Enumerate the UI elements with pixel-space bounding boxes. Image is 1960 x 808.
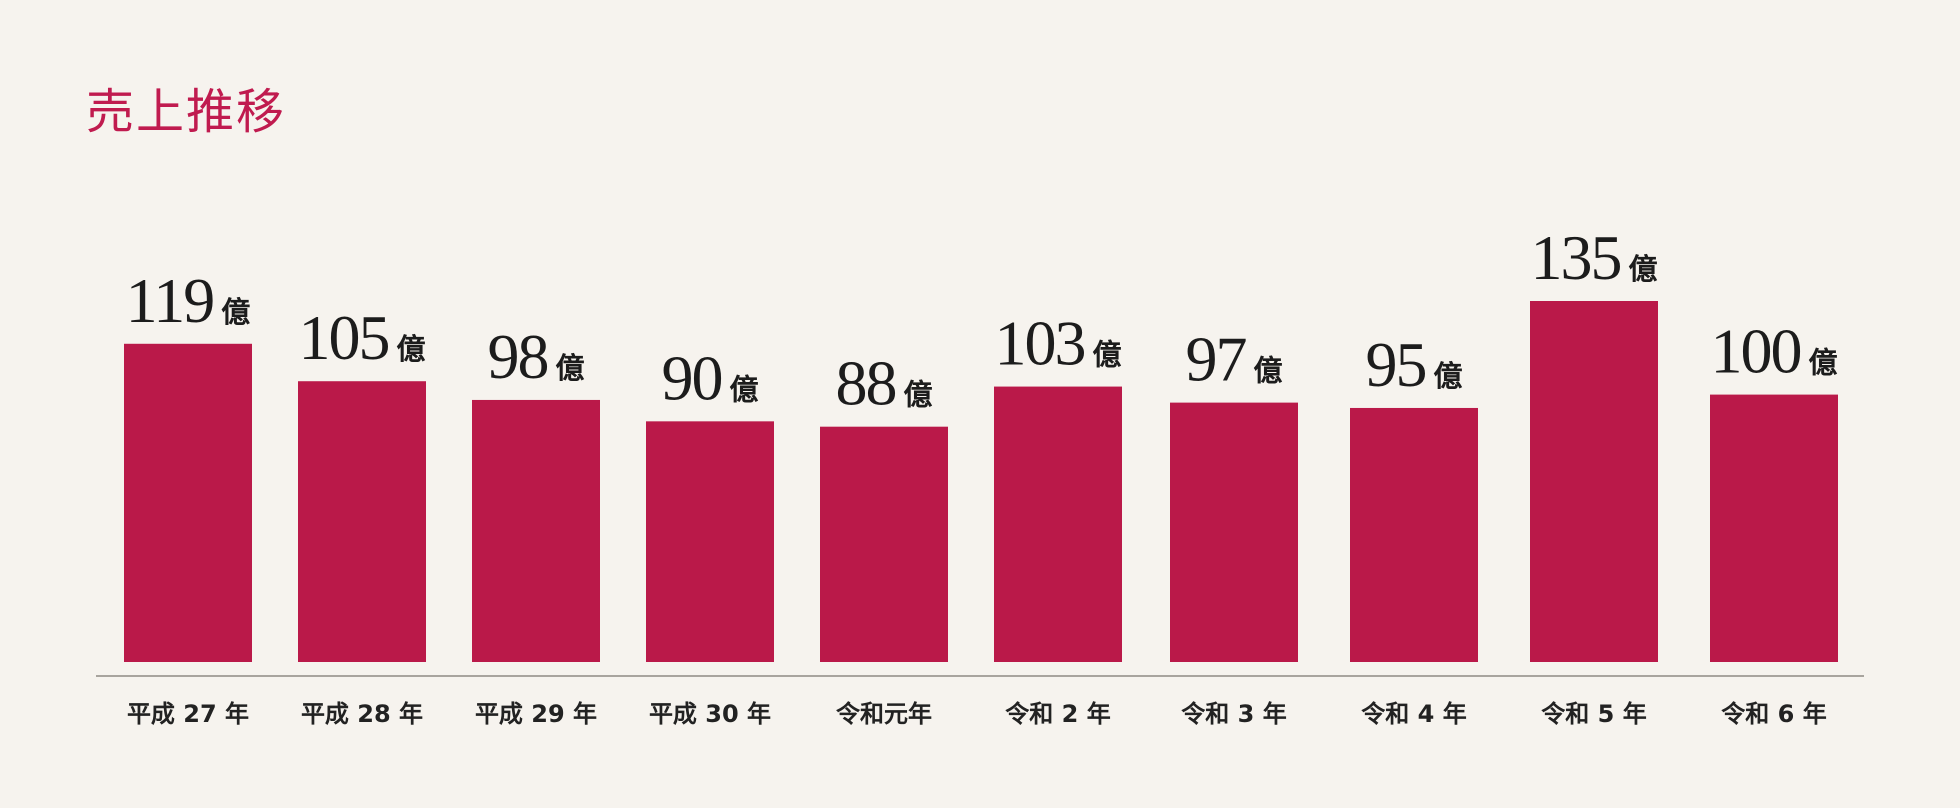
value-number: 98 <box>487 321 547 392</box>
value-label-6: 97 億 <box>1185 324 1282 395</box>
category-label-4: 令和元年 <box>836 700 932 728</box>
bar-8 <box>1530 301 1658 662</box>
value-label-8: 135 億 <box>1530 222 1657 293</box>
value-label-0: 119 億 <box>126 265 251 336</box>
value-label-1: 105 億 <box>298 302 425 373</box>
category-label-1: 平成 28 年 <box>301 700 423 728</box>
category-label-2: 平成 29 年 <box>475 700 597 728</box>
value-number: 103 <box>994 308 1084 379</box>
bar-0 <box>124 343 252 662</box>
value-number: 135 <box>1530 222 1620 293</box>
bar-4 <box>820 426 948 662</box>
value-unit: 億 <box>1092 338 1121 372</box>
chart-title: 売上推移 <box>86 84 287 140</box>
category-label-5: 令和 2 年 <box>1005 700 1110 728</box>
value-unit: 億 <box>555 351 584 385</box>
category-label-9: 令和 6 年 <box>1721 700 1826 728</box>
value-label-3: 90 億 <box>661 342 758 413</box>
bar-9 <box>1710 394 1838 662</box>
value-unit: 億 <box>1808 346 1837 380</box>
value-label-7: 95 億 <box>1365 329 1462 400</box>
value-label-5: 103 億 <box>994 308 1121 379</box>
value-unit: 億 <box>1253 354 1282 388</box>
value-unit: 億 <box>729 372 758 406</box>
value-number: 97 <box>1185 324 1246 395</box>
category-label-6: 令和 3 年 <box>1181 700 1286 728</box>
value-unit: 億 <box>1433 359 1462 393</box>
value-number: 119 <box>126 265 214 336</box>
value-label-9: 100 億 <box>1710 316 1837 387</box>
category-label-0: 平成 27 年 <box>127 700 249 728</box>
value-unit: 億 <box>1628 252 1657 286</box>
bar-3 <box>646 421 774 662</box>
value-unit: 億 <box>221 295 250 329</box>
value-number: 105 <box>298 302 388 373</box>
bar-1 <box>298 381 426 662</box>
value-number: 95 <box>1365 329 1425 400</box>
value-label-4: 88 億 <box>835 348 932 419</box>
value-number: 88 <box>835 348 895 419</box>
value-label-2: 98 億 <box>487 321 584 392</box>
category-label-3: 平成 30 年 <box>649 700 771 728</box>
bars-group <box>124 301 1838 662</box>
value-number: 90 <box>661 342 721 413</box>
category-label-7: 令和 4 年 <box>1361 700 1466 728</box>
category-labels-group: 平成 27 年 平成 28 年 平成 29 年 平成 30 年 令和元年 令和 2 年 令和… <box>127 700 1827 728</box>
bar-6 <box>1170 402 1298 662</box>
bar-7 <box>1350 407 1478 662</box>
value-unit: 億 <box>396 332 425 366</box>
category-label-8: 令和 5 年 <box>1541 700 1646 728</box>
value-number: 100 <box>1710 316 1800 387</box>
bar-2 <box>472 399 600 662</box>
bar-5 <box>994 386 1122 662</box>
value-unit: 億 <box>903 378 932 412</box>
